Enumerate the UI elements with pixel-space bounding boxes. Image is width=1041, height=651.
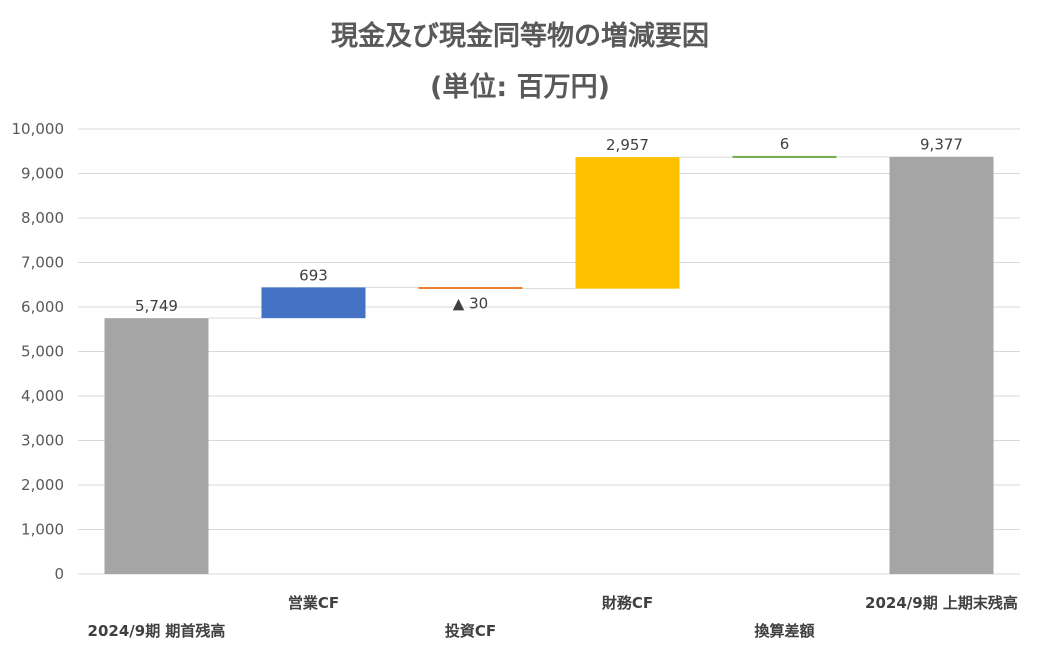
data-labels: 5,749 693 ▲ 30 2,957 6 9,377 [135,135,963,315]
y-tick-label: 1,000 [21,521,64,539]
data-label: 9,377 [920,136,963,154]
y-tick-label: 4,000 [21,387,64,405]
bars [104,155,994,574]
data-label: ▲ 30 [453,295,488,313]
bar [418,286,523,289]
data-label: 693 [299,266,328,284]
bar [104,318,209,574]
bar [732,155,837,158]
category-label: 財務CF [601,594,653,612]
chart-subtitle: (単位: 百万円) [430,71,610,103]
bar [261,287,366,319]
y-tick-label: 10,000 [12,120,65,138]
bar [575,157,680,289]
gridlines [78,128,1020,575]
category-label: 2024/9期 期首残高 [88,622,226,640]
y-tick-label: 0 [54,565,64,583]
data-label: 6 [780,135,790,153]
y-tick-label: 9,000 [21,165,64,183]
y-tick-label: 2,000 [21,476,64,494]
y-tick-label: 8,000 [21,209,64,227]
category-label: 営業CF [288,594,339,612]
data-label: 5,749 [135,297,178,315]
bar [889,156,994,574]
y-tick-label: 6,000 [21,298,64,316]
data-label: 2,957 [606,136,649,154]
category-label: 換算差額 [754,622,814,640]
category-label: 投資CF [445,622,496,640]
y-tick-label: 3,000 [21,432,64,450]
y-axis-tick-labels: 0 1,000 2,000 3,000 4,000 5,000 6,000 7,000 8,00… [12,120,65,583]
y-tick-label: 5,000 [21,343,64,361]
y-tick-label: 7,000 [21,254,64,272]
category-label: 2024/9期 上期末残高 [865,594,1018,612]
category-labels: 2024/9期 期首残高 営業CF 投資CF 財務CF 換算差額 2024/9期 上期末残… [88,594,1018,640]
chart-title: 現金及び現金同等物の増減要因 [331,20,709,52]
connector-lines [208,156,890,319]
